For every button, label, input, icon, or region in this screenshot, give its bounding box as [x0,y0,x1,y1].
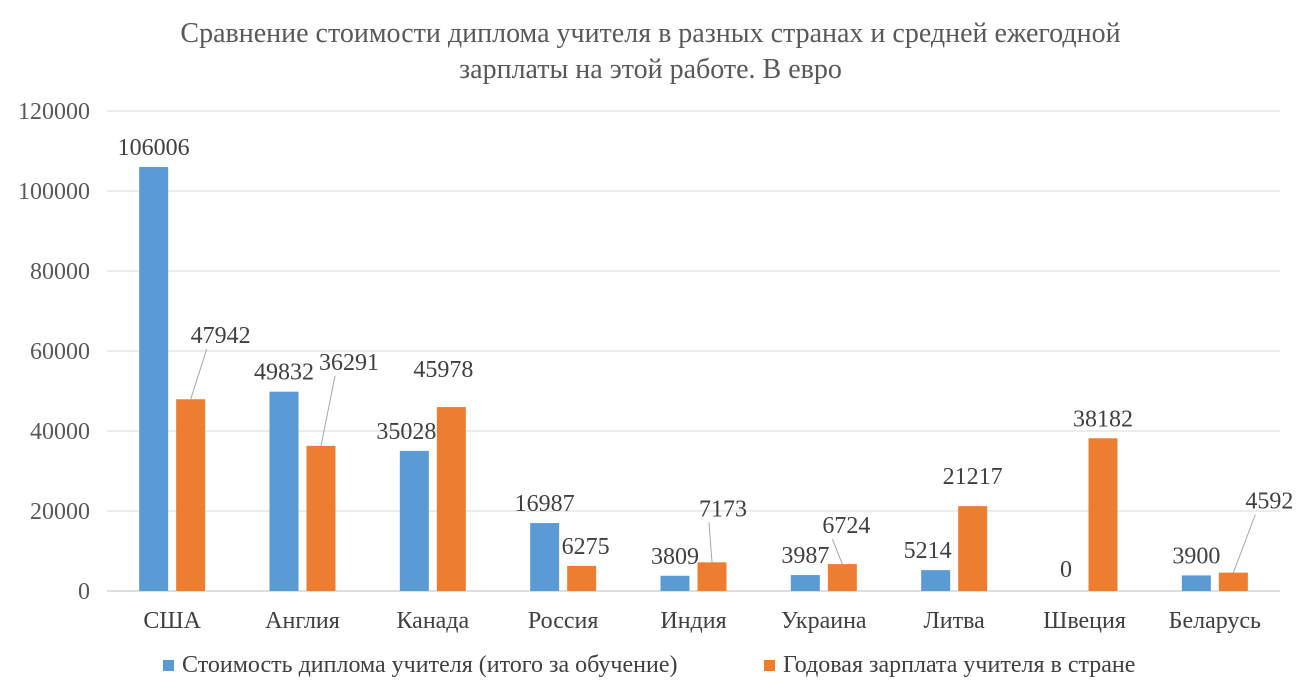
x-tick-label: Беларусь [1169,608,1261,634]
data-label-series-2: 6275 [562,534,610,560]
x-tick-label: Индия [660,608,726,634]
data-label-series-2: 7173 [699,496,747,522]
chart-title-line-2: зарплаты на этой работе. В евро [459,54,842,85]
legend-swatch-series-2 [764,660,775,671]
x-tick-label: Англия [265,608,340,634]
leader-line [190,349,208,400]
data-label-series-2: 36291 [319,350,379,376]
data-label-series-1: 3809 [651,544,699,570]
y-tick-label: 40000 [30,419,90,445]
x-tick-label: Канада [396,608,469,634]
legend-label-series-1: Стоимость диплома учителя (итого за обуч… [182,652,678,678]
data-label-series-2: 6724 [822,513,870,539]
data-label-series-2: 4592 [1245,489,1293,515]
bar-series-2 [827,564,857,591]
data-label-series-1: 35028 [376,419,436,445]
bar-series-1 [399,450,429,591]
chart-title-line-1: Сравнение стоимости диплома учителя в ра… [180,18,1121,49]
data-label-series-2: 47942 [191,323,251,349]
leader-line [1232,514,1256,573]
leader-line [708,522,713,563]
legend-item-series-1: Стоимость диплома учителя (итого за обуч… [163,652,677,679]
bar-series-1 [139,166,169,591]
data-label-series-1: 49832 [254,360,314,386]
bar-series-2 [436,407,466,591]
y-tick-label: 100000 [18,179,90,205]
data-label-series-2: 38182 [1073,406,1133,432]
bar-series-2 [697,562,727,591]
leader-line [831,538,843,565]
x-tick-label: Украина [781,608,867,634]
bar-series-1 [790,575,820,591]
x-tick-label: Литва [924,608,986,634]
bar-series-2 [1088,438,1118,591]
bar-series-2 [306,445,336,591]
bar-series-1 [660,575,690,591]
legend-label-series-2: Годовая зарплата учителя в стране [783,652,1136,678]
y-tick-label: 120000 [18,99,90,125]
bar-series-1 [921,570,951,591]
legend-swatch-series-1 [163,660,174,671]
y-tick-label: 20000 [30,499,90,525]
data-label-series-1: 106006 [118,135,190,161]
bar-series-2 [958,506,988,591]
bar-series-2 [567,565,597,591]
x-tick-label: Швеция [1043,608,1126,634]
y-tick-label: 80000 [30,259,90,285]
x-tick-label: США [143,608,201,634]
data-label-series-1: 3900 [1172,543,1220,569]
bar-series-1 [530,523,560,591]
data-label-series-1: 16987 [515,491,575,517]
data-label-series-1: 5214 [904,538,952,564]
bar-series-2 [176,399,206,591]
y-tick-label: 60000 [30,339,90,365]
data-label-series-1: 3987 [781,543,829,569]
data-label-series-2: 21217 [943,464,1003,490]
data-label-series-2: 45978 [413,357,473,383]
bar-series-2 [1218,572,1248,591]
x-tick-label: Россия [528,608,599,634]
data-label-series-1: 0 [1060,557,1072,583]
bar-series-1 [1181,575,1211,591]
bar-series-1 [269,391,299,591]
y-tick-label: 0 [78,579,90,605]
legend-item-series-2: Годовая зарплата учителя в стране [764,652,1135,679]
leader-line [320,375,336,446]
